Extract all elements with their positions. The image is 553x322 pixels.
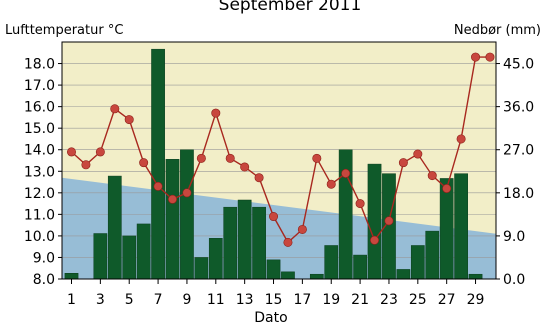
temperature-point (326, 179, 336, 189)
precipitation-bar (410, 245, 425, 280)
precipitation-bar (468, 273, 483, 280)
precipitation-bar (353, 254, 367, 280)
precipitation-bar (425, 230, 440, 280)
x-tick-label: 3 (96, 292, 105, 308)
y-left-tick-label: 12.0 (24, 186, 55, 202)
temperature-point (355, 199, 365, 209)
x-tick-label: 27 (438, 292, 456, 308)
temperature-point (240, 162, 250, 172)
precipitation-bar (281, 271, 295, 280)
precipitation-bar (367, 163, 382, 280)
precipitation-bar (180, 149, 194, 280)
y-left-tick-label: 8.0 (33, 272, 55, 288)
precipitation-bar (208, 238, 223, 280)
precipitation-bar (136, 223, 151, 280)
precipitation-bar (237, 199, 252, 280)
x-tick-label: 19 (322, 292, 340, 308)
y-left-tick-label: 10.0 (24, 229, 55, 245)
y-left-tick-label: 15.0 (24, 121, 55, 137)
temperature-point (427, 171, 437, 181)
y-right-tick-label: 9.0 (503, 229, 525, 245)
temperature-point (211, 108, 221, 118)
y-left-tick-label: 9.0 (33, 250, 55, 266)
temperature-point (67, 147, 77, 157)
y-left-tick-label: 11.0 (24, 207, 55, 223)
precipitation-bar (194, 257, 209, 280)
y-right-tick-label: 27.0 (503, 143, 534, 159)
precipitation-bar (324, 245, 339, 280)
x-tick-label: 29 (467, 292, 485, 308)
x-tick-label: 15 (265, 292, 283, 308)
temperature-point (370, 235, 380, 245)
precipitation-bar (266, 259, 281, 280)
x-tick-label: 7 (154, 292, 163, 308)
precipitation-bar (396, 269, 411, 280)
x-tick-label: 5 (125, 292, 134, 308)
y-left-label: Lufttemperatur °C (5, 23, 123, 38)
precipitation-bar (252, 206, 266, 280)
precipitation-bar (223, 206, 238, 280)
chart-title: September 2011 (219, 0, 362, 15)
temperature-point (182, 188, 192, 198)
precipitation-bar (439, 178, 454, 280)
temperature-point (225, 153, 235, 163)
y-left-tick-label: 18.0 (24, 57, 55, 73)
y-left-tick-label: 16.0 (24, 100, 55, 116)
y-right-tick-label: 18.0 (503, 186, 534, 202)
y-right-tick-label: 45.0 (503, 57, 534, 73)
temperature-point (196, 153, 206, 163)
temperature-point (442, 184, 452, 194)
temperature-point (139, 158, 149, 168)
y-left-tick-label: 13.0 (24, 164, 55, 180)
temperature-point (283, 237, 293, 247)
temperature-point (341, 168, 351, 178)
x-axis-label: Dato (254, 310, 287, 322)
x-tick-label: 21 (351, 292, 369, 308)
temperature-point (124, 115, 134, 125)
temperature-point (471, 52, 481, 62)
x-tick-label: 1 (67, 292, 76, 308)
precipitation-bar (107, 175, 122, 280)
temperature-point (168, 194, 178, 204)
precipitation-bar (454, 173, 468, 280)
temperature-point (398, 158, 408, 168)
precipitation-bar (151, 48, 165, 280)
temperature-point (413, 149, 423, 159)
temperature-point (81, 160, 91, 170)
x-tick-label: 9 (182, 292, 191, 308)
temperature-point (269, 212, 279, 222)
x-tick-label: 13 (236, 292, 254, 308)
temperature-point (384, 216, 394, 226)
y-right-tick-label: 0.0 (503, 272, 525, 288)
temperature-point (153, 181, 163, 191)
precipitation-bar (64, 273, 79, 280)
y-right-label: Nedbør (mm) (454, 23, 541, 38)
temperature-point (297, 224, 307, 234)
plot-frame (61, 41, 497, 280)
y-left-tick-label: 14.0 (24, 143, 55, 159)
temperature-point (254, 173, 264, 183)
temperature-point (312, 153, 322, 163)
x-tick-label: 23 (380, 292, 398, 308)
temperature-point (95, 147, 105, 157)
temperature-point (456, 134, 466, 144)
y-right-tick-label: 36.0 (503, 100, 534, 116)
precipitation-bar (309, 273, 324, 280)
precipitation-bar (93, 233, 108, 280)
x-tick-label: 11 (207, 292, 225, 308)
temperature-point (485, 52, 495, 62)
precipitation-bar (165, 159, 180, 280)
x-tick-label: 25 (409, 292, 427, 308)
precipitation-bar (122, 235, 137, 280)
temperature-point (110, 104, 120, 114)
plot-group: 8.09.010.011.012.013.014.015.016.017.018… (24, 41, 534, 308)
y-left-tick-label: 17.0 (24, 78, 55, 94)
x-tick-label: 17 (293, 292, 311, 308)
